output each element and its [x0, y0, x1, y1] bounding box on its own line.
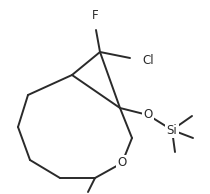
Text: F: F	[92, 9, 98, 22]
Text: Si: Si	[167, 124, 177, 137]
Text: O: O	[117, 157, 127, 170]
Text: Cl: Cl	[142, 54, 154, 67]
Text: O: O	[143, 108, 153, 121]
